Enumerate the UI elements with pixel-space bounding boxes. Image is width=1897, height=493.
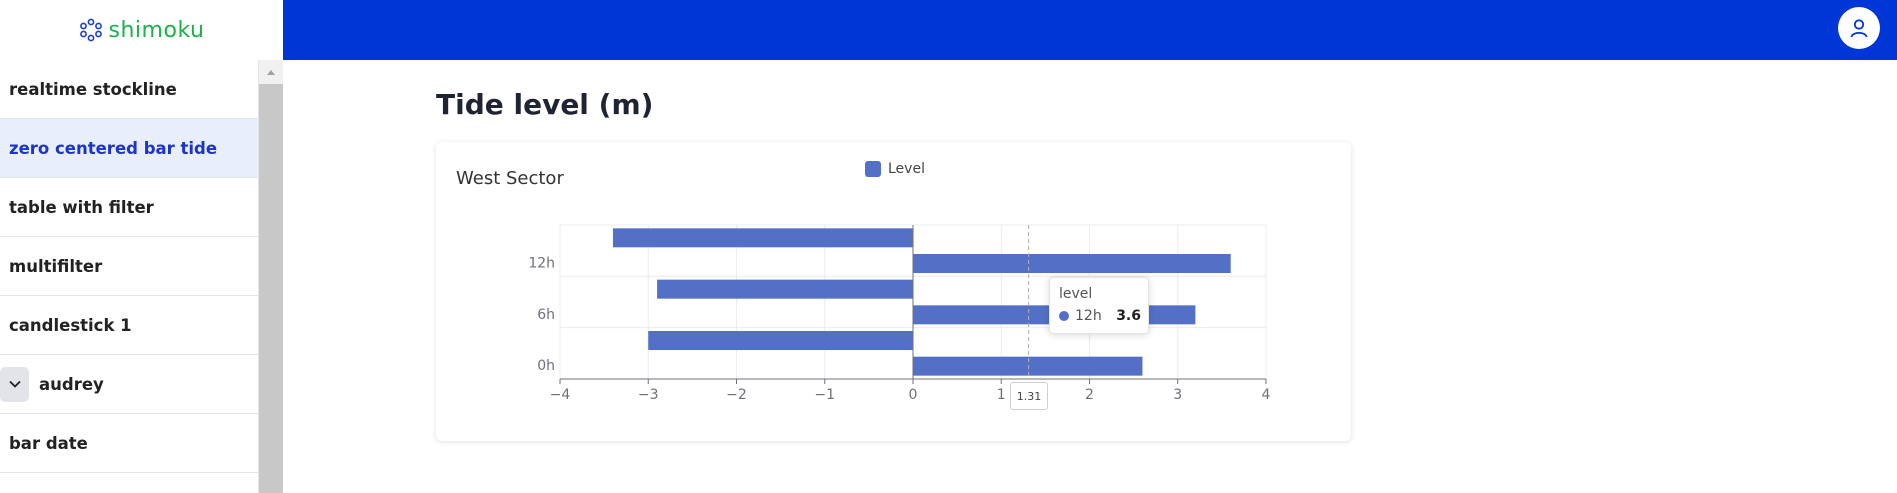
sidebar-item-label: candlestick 1 (9, 315, 132, 335)
chart-legend-item[interactable]: Level (865, 161, 925, 177)
legend-swatch (865, 161, 881, 177)
sidebar-item-table-with-filter[interactable]: table with filter (0, 178, 258, 237)
tooltip-row: 12h 3.6 (1059, 308, 1141, 324)
sidebar-item-label: zero centered bar tide (9, 138, 218, 158)
top-header-bar (283, 0, 1897, 60)
bar (913, 356, 1143, 376)
tooltip-value: 3.6 (1116, 308, 1141, 324)
sidebar-nav: realtime stockline zero centered bar tid… (0, 60, 259, 493)
tooltip-marker-icon (1059, 311, 1069, 321)
chart-tooltip: level 12h 3.6 (1049, 277, 1149, 334)
scroll-up-arrow-icon[interactable] (259, 60, 283, 84)
y-tick-label: 0h (537, 358, 555, 374)
x-tick-label: −2 (726, 387, 747, 403)
x-tick-label: −1 (814, 387, 835, 403)
tooltip-title: level (1059, 286, 1093, 302)
x-tick-label: 2 (1085, 387, 1094, 403)
sidebar-item-label: realtime stockline (9, 79, 177, 99)
x-tick-label: 0 (909, 387, 918, 403)
chart-title: West Sector (456, 168, 564, 189)
shimoku-logo-icon (79, 18, 102, 42)
x-tick-label: −3 (638, 387, 659, 403)
y-tick-label: 6h (537, 307, 555, 323)
sidebar-item-realtime-stockline[interactable]: realtime stockline (0, 60, 258, 119)
sidebar: shimoku realtime stockline zero centered… (0, 0, 283, 493)
user-icon (1850, 19, 1868, 38)
logo-text: shimoku (108, 17, 205, 43)
bar (657, 279, 913, 299)
sidebar-item-bar-date[interactable]: bar date (0, 414, 258, 473)
sidebar-item-multifilter[interactable]: multifilter (0, 237, 258, 296)
y-tick-label: 12h (528, 256, 555, 272)
sidebar-item-label: table with filter (9, 197, 154, 217)
chevron-down-icon[interactable] (0, 366, 29, 402)
bar (913, 254, 1231, 273)
x-tick-label: 4 (1262, 387, 1271, 403)
x-tick-label: 1 (997, 387, 1006, 403)
x-tick-label: 3 (1173, 387, 1182, 403)
sidebar-item-audrey[interactable]: audrey (0, 355, 258, 414)
sidebar-item-label: audrey (39, 374, 104, 394)
x-tick-label: −4 (550, 387, 571, 403)
app-logo[interactable]: shimoku (0, 0, 283, 60)
tooltip-series-name: 12h (1075, 308, 1102, 324)
bar (612, 228, 913, 248)
user-avatar-button[interactable] (1838, 7, 1880, 49)
bar (648, 331, 913, 350)
sidebar-item-candlestick-1[interactable]: candlestick 1 (0, 296, 258, 355)
sidebar-item-label: bar date (9, 433, 88, 453)
sidebar-scrollbar[interactable] (259, 60, 283, 493)
page-title: Tide level (m) (436, 88, 654, 121)
chart-card: West Sector Level (436, 142, 1351, 441)
legend-label: Level (888, 161, 925, 177)
axis-pointer-label: 1.31 (1010, 382, 1048, 410)
sidebar-item-zero-centered-bar-tide[interactable]: zero centered bar tide (0, 119, 258, 178)
sidebar-item-label: multifilter (9, 256, 103, 276)
